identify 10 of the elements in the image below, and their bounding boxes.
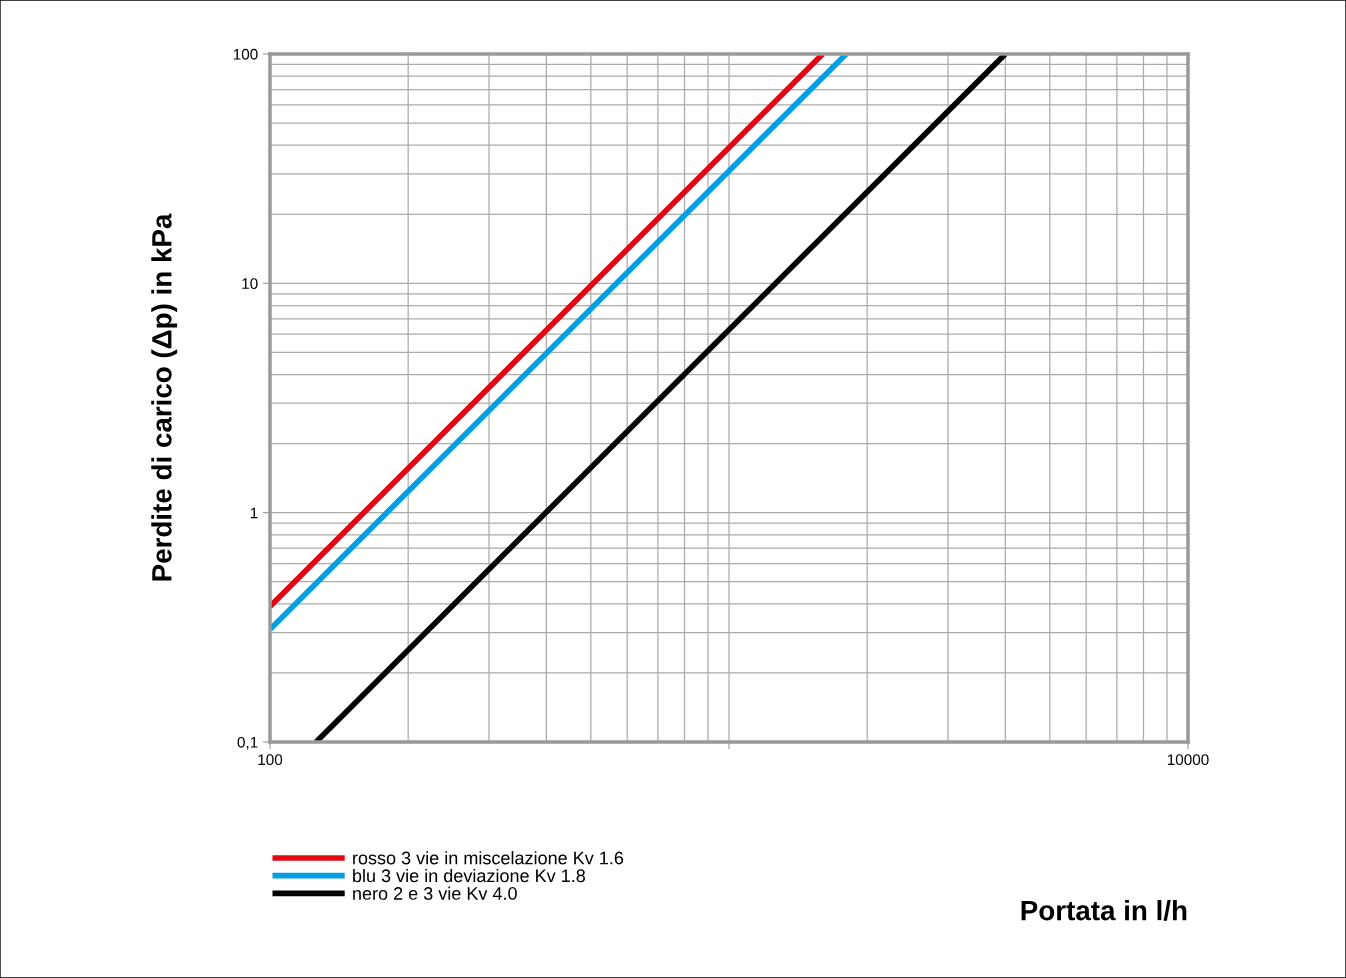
y-tick-label: 10 [242,278,258,290]
x-tick-label: 10000 [1167,754,1209,766]
legend-label: nero 2 e 3 vie Kv 4.0 [353,886,517,900]
y-tick-label: 1 [250,507,258,519]
y-axis-title: Perdite di carico (Δp) in kPa [151,213,178,581]
legend-label: rosso 3 vie in miscelazione Kv 1.6 [353,851,624,865]
legend-label: blu 3 vie in deviazione Kv 1.8 [353,868,586,883]
y-tick-label: 0,1 [237,736,258,750]
x-axis-title: Portata in l/h [1021,900,1187,921]
y-tick-label: 100 [233,48,258,60]
